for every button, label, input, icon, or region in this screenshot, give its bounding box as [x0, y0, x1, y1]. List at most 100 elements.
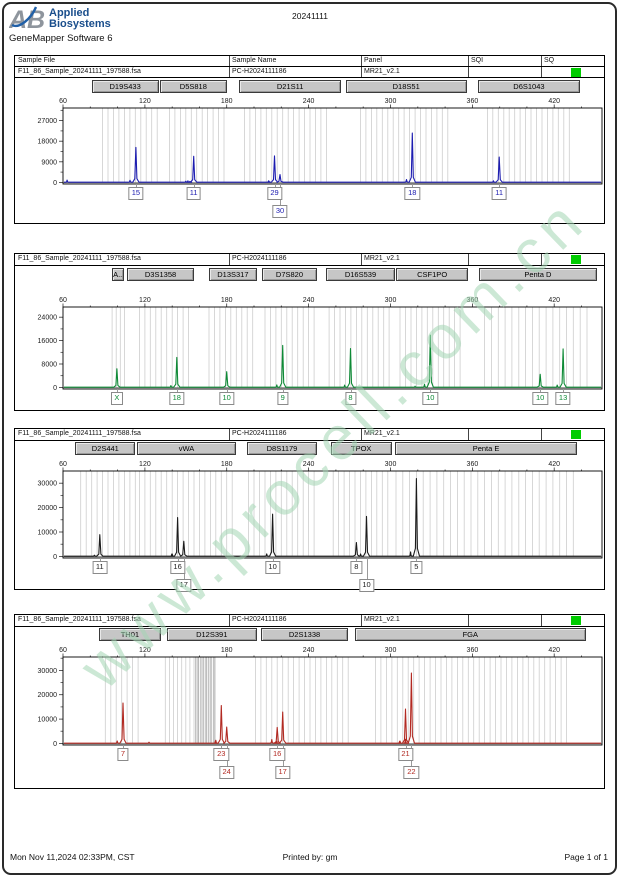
allele-label: 24 [219, 766, 235, 779]
panel-name: MR21_v2.1 [364, 430, 400, 437]
allele-connector [282, 389, 284, 392]
column-divider [361, 56, 362, 66]
svg-text:0: 0 [53, 385, 57, 392]
dye-trace [64, 132, 601, 183]
allele-connector [193, 184, 195, 187]
svg-text:0: 0 [53, 180, 57, 187]
column-header-4: SQ [544, 57, 555, 64]
marker-box-d19s433: D19S433 [91, 80, 159, 93]
svg-text:27000: 27000 [38, 118, 58, 125]
sample-info-row: F11_86_Sample_20241111_197588.fsa PC-H202… [15, 254, 604, 266]
allele-label: 17 [275, 766, 291, 779]
allele-connector [405, 745, 407, 748]
column-divider [468, 67, 469, 77]
applied-biosystems-logo: AB Applied Biosystems [8, 5, 111, 34]
dye-trace [64, 672, 601, 744]
marker-box-d21s11: D21S11 [239, 80, 342, 93]
svg-text:300: 300 [385, 461, 397, 468]
sample-file: F11_86_Sample_20241111_197588.fsa [18, 255, 141, 262]
allele-label: 13 [555, 392, 571, 405]
allele-connector [416, 558, 418, 561]
column-header-3: SQI [471, 57, 484, 64]
svg-text:10000: 10000 [38, 530, 58, 537]
allele-label: 10 [532, 392, 548, 405]
footer-printed-by: Printed by: gm [282, 852, 338, 862]
marker-box-d8s1179: D8S1179 [247, 442, 317, 455]
allele-connector [499, 184, 501, 187]
allele-label: 16 [169, 561, 186, 574]
sq-status-indicator [571, 255, 581, 264]
allele-label: 7 [117, 748, 129, 761]
logo-line2: Biosystems [49, 17, 111, 30]
svg-text:60: 60 [59, 461, 67, 468]
svg-text:300: 300 [385, 297, 397, 304]
sample-name: PC-H2024111186 [232, 430, 287, 437]
electropherogram-plot: 60 120 180 240 300 360 420 0 10000 20000 30000 [38, 647, 603, 748]
marker-box-d12s391: D12S391 [166, 628, 257, 641]
marker-box-vwa: vWA [136, 442, 237, 455]
sample-name: PC-H2024111186 [232, 255, 287, 262]
column-header-1: Sample Name [232, 57, 277, 64]
sample-name: PC-H2024111186 [232, 68, 287, 75]
column-divider [361, 429, 362, 440]
svg-text:180: 180 [221, 461, 233, 468]
footer-timestamp: Mon Nov 11,2024 02:33PM, CST [10, 852, 135, 862]
svg-text:360: 360 [467, 647, 479, 654]
allele-connector [274, 184, 276, 187]
column-divider [541, 615, 542, 626]
svg-text:360: 360 [467, 98, 479, 105]
allele-connector [221, 745, 223, 748]
allele-label: 16 [269, 748, 285, 761]
svg-text:8000: 8000 [41, 362, 57, 369]
svg-text:120: 120 [139, 98, 151, 105]
marker-box-a: A... [112, 268, 125, 281]
marker-box-d16s539: D16S539 [326, 268, 395, 281]
allele-connector [176, 389, 178, 392]
allele-label: 10 [358, 579, 375, 592]
column-divider [361, 254, 362, 265]
allele-label: 10 [422, 392, 438, 405]
marker-row: D19S433 D5S818 D21S11 D18S51 D6S1043 [15, 80, 604, 94]
svg-text:180: 180 [221, 98, 233, 105]
dye-trace [64, 334, 601, 388]
panel-name: MR21_v2.1 [364, 616, 400, 623]
allele-label: 18 [169, 392, 185, 405]
sample-name: PC-H2024111186 [232, 616, 287, 623]
marker-box-d5s818: D5S818 [159, 80, 227, 93]
marker-box-d6s1043: D6S1043 [477, 80, 581, 93]
electropherogram-plot: 60 120 180 240 300 360 420 0 10000 20000 30000 [38, 461, 603, 561]
allele-label: 11 [186, 187, 202, 200]
svg-text:24000: 24000 [38, 315, 58, 322]
column-divider [361, 615, 362, 626]
allele-label: 10 [219, 392, 235, 405]
column-divider [361, 67, 362, 77]
logo-line1: Applied [49, 6, 90, 19]
allele-connector [177, 558, 179, 561]
ab-logo-icon: AB [8, 5, 45, 34]
allele-label: 9 [277, 392, 289, 405]
sample-info-row: F11_86_Sample_20241111_197588.fsa PC-H202… [15, 67, 604, 78]
sample-file: F11_86_Sample_20241111_197588.fsa [18, 68, 141, 75]
column-divider [229, 56, 230, 66]
panel-name: MR21_v2.1 [364, 68, 400, 75]
svg-text:30000: 30000 [38, 668, 58, 675]
column-divider [229, 67, 230, 77]
electropherogram-plot: 60 120 180 240 300 360 420 0 9000 18000 27000 [38, 98, 603, 187]
svg-text:20000: 20000 [38, 505, 58, 512]
sample-file: F11_86_Sample_20241111_197588.fsa [18, 430, 141, 437]
svg-text:60: 60 [59, 297, 67, 304]
allele-label: 23 [213, 748, 229, 761]
app-title: GeneMapper Software 6 [9, 33, 113, 44]
electropherogram-panel-green: F11_86_Sample_20241111_197588.fsa PC-H202… [14, 253, 605, 411]
column-divider [468, 429, 469, 440]
marker-box-fga: FGA [355, 628, 586, 641]
table-header-row: Sample File Sample Name Panel SQI SQ [15, 56, 604, 67]
allele-label: 21 [397, 748, 414, 761]
electropherogram-panel-black: F11_86_Sample_20241111_197588.fsa PC-H202… [14, 428, 605, 592]
column-header-2: Panel [364, 57, 382, 64]
marker-box-tpox: TPOX [330, 442, 392, 455]
svg-text:9000: 9000 [41, 159, 57, 166]
allele-label: 17 [176, 579, 192, 592]
svg-text:0: 0 [53, 741, 57, 748]
